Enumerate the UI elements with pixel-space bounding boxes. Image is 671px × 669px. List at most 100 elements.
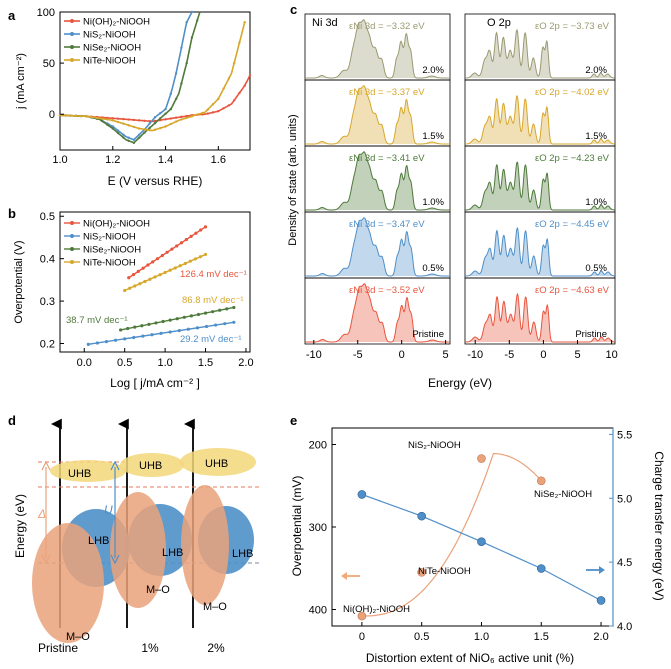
chart-e-cte-point-2 [477, 537, 486, 546]
chart-c-left-xtick-label: 5 [443, 349, 449, 361]
chart-b-point-1 [232, 320, 236, 324]
chart-e-ytick-left-label: 400 [309, 605, 327, 617]
chart-b-point-3 [153, 275, 157, 279]
chart-e-xtick-label: 1.5 [534, 631, 549, 643]
diagram-d-u-arrow-head-top [110, 460, 120, 471]
chart-c-right-xtick-label: 5 [574, 349, 580, 361]
chart-a-point-1 [122, 133, 125, 136]
chart-a-point-3 [69, 114, 72, 117]
chart-b-point-0 [155, 257, 160, 261]
chart-c-left-area-3 [305, 217, 450, 276]
chart-b-point-1 [223, 322, 227, 326]
chart-c-right-line-1 [465, 94, 615, 145]
diagram-d-u-arrow-head-bottom [110, 554, 120, 565]
chart-a-point-2 [143, 131, 146, 134]
chart-e-overpotential-point-2 [477, 454, 486, 463]
chart-a-point-3 [116, 120, 120, 124]
chart-a-point-3 [148, 128, 151, 132]
chart-a-point-2 [148, 126, 151, 130]
chart-b-xtick-label: 2.0 [238, 357, 253, 369]
chart-a-point-0 [122, 117, 125, 121]
chart-a: 1.0 1.2 1.4 1.6 0 50 100 E (V versus RHE) j (m… [15, 7, 252, 188]
chart-b-point-0 [203, 225, 208, 229]
chart-a-point-1 [116, 129, 120, 132]
chart-b-point-2 [161, 319, 165, 324]
chart-c-left-xtick-label: -5 [353, 349, 363, 361]
chart-c-right-row-label-0: 2.0% [585, 65, 607, 76]
chart-c-ni3d-label-1: εNi 3d = −3.37 eV [349, 87, 425, 98]
chart-a-point-0 [143, 119, 146, 122]
chart-e: 0 0.5 1.0 1.5 2.0 200 300 400 4.0 4.5 5.0 5.5 NiS₂-… [290, 427, 666, 665]
chart-a-point-0 [222, 107, 225, 110]
diagram-d: UHB UHB UHB LHB LHB LHB M–O M–O M–O U Δ … [13, 418, 260, 655]
chart-a-point-0 [232, 99, 236, 102]
chart-b-point-2 [126, 326, 130, 331]
chart-e-label-nise2: NiSe₂-NiOOH [534, 489, 592, 500]
chart-a-xlabel: E (V versus RHE) [108, 174, 203, 188]
chart-b-point-1 [104, 340, 109, 344]
chart-a-xtick-label: 1.4 [158, 154, 173, 166]
chart-a-point-2 [132, 141, 136, 145]
chart-b-point-2 [225, 307, 229, 311]
chart-b-point-2 [168, 318, 172, 322]
chart-a-point-2 [180, 82, 183, 85]
chart-b-tafel-3: 86.8 mV dec⁻¹ [182, 295, 244, 306]
chart-c-left-line-3 [305, 217, 450, 277]
diagram-d-mo-label-1: M–O [146, 584, 170, 596]
chart-b-point-2 [133, 325, 137, 329]
diagram-d-u-label: U [104, 503, 113, 517]
chart-a-point-2 [169, 107, 173, 111]
chart-a-point-3 [243, 21, 246, 24]
chart-b-point-3 [128, 286, 132, 290]
chart-a-point-2 [174, 97, 178, 101]
chart-b-point-3 [198, 255, 203, 259]
chart-e-frame [331, 427, 614, 627]
chart-b-point-3 [143, 279, 147, 284]
chart-c-right-title: O 2p [487, 17, 511, 29]
chart-a-point-0 [137, 119, 141, 122]
chart-a-legend-label-0: Ni(OH)₂-NiOOH [83, 17, 150, 28]
chart-b-point-2 [203, 311, 208, 315]
chart-a-point-3 [232, 61, 236, 65]
chart-c-right-row-label-1: 1.5% [585, 131, 607, 142]
diagram-d-uhb-label-1: UHB [139, 460, 162, 472]
chart-b-point-2 [119, 328, 123, 332]
chart-b-point-0 [170, 247, 174, 251]
chart-c-right-area-2 [465, 162, 615, 210]
chart-a-point-3 [153, 128, 157, 131]
chart-a-point-3 [90, 115, 93, 119]
chart-a-point-0 [169, 117, 173, 120]
chart-a-point-2 [111, 127, 114, 130]
diagram-d-lhb-label-2: LHB [232, 548, 253, 560]
diagram-d-uhb-pristine [50, 460, 126, 482]
chart-a-point-3 [217, 97, 220, 101]
chart-a-point-3 [190, 115, 194, 118]
chart-c-right-xtick-label: 0 [540, 349, 546, 361]
chart-c-left-xtick-label: 0 [399, 349, 405, 361]
chart-e-label-nis2: NiS₂-NiOOH [408, 440, 461, 451]
chart-b-tafel-0: 126.4 mV dec⁻¹ [180, 269, 247, 280]
chart-a-xtick-label: 1.0 [52, 154, 67, 166]
chart-b-point-0 [131, 272, 136, 277]
chart-e-ytick-left-label: 300 [309, 522, 327, 534]
chart-a-series [58, 10, 252, 145]
chart-b-point-2 [196, 312, 201, 317]
chart-b-point-0 [179, 241, 184, 245]
chart-c-left-line-4 [305, 283, 450, 343]
chart-b-xtick-label: 1.0 [157, 357, 172, 369]
chart-a-point-3 [185, 116, 188, 120]
chart-a-point-3 [122, 122, 125, 125]
chart-c: εNi 3d = −3.32 eV εO 2p = −3.73 eV 2.0% 2.0… [287, 13, 618, 390]
panel-label-d: d [8, 413, 16, 428]
chart-b-ticks: 0.0 0.5 1.0 1.5 2.0 0.2 0.3 0.4 0.5 [40, 211, 254, 369]
chart-b-tafel-2: 38.7 mV dec⁻¹ [66, 315, 128, 326]
chart-a-point-3 [106, 118, 109, 121]
chart-a-point-0 [132, 118, 136, 122]
chart-b-xlabel: Log [ j/mA cm⁻² ] [110, 376, 200, 390]
chart-b-point-0 [199, 228, 203, 232]
chart-b-ytick-label: 0.3 [40, 296, 55, 308]
chart-c-right-frame-4 [464, 277, 616, 345]
chart-e-series [357, 453, 606, 621]
chart-b-point-3 [188, 259, 192, 263]
chart-b-point-1 [168, 330, 172, 334]
